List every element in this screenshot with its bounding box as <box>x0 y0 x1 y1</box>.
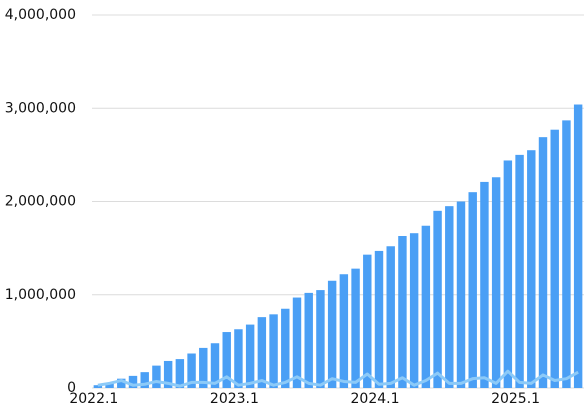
x-tick-label: 2023.1 <box>210 391 259 407</box>
bar <box>480 181 489 388</box>
bar <box>292 297 302 388</box>
bar <box>234 329 243 388</box>
bar <box>527 150 536 388</box>
bar <box>433 210 442 388</box>
x-tick-label: 2022.1 <box>69 391 118 407</box>
y-tick-label: 2,000,000 <box>5 194 76 210</box>
bar <box>245 324 255 388</box>
bar <box>374 250 384 388</box>
bar <box>351 268 360 388</box>
y-tick-label: 3,000,000 <box>5 100 76 116</box>
bar <box>562 120 571 388</box>
bar <box>281 308 290 388</box>
bar <box>538 137 548 388</box>
bar <box>491 177 501 388</box>
bar <box>222 332 231 388</box>
x-tick-label: 2025.1 <box>491 391 540 407</box>
bar <box>304 292 313 388</box>
bar <box>386 246 395 388</box>
bar <box>175 359 185 388</box>
bar <box>503 160 513 388</box>
bar <box>456 201 466 388</box>
y-tick-label: 4,000,000 <box>5 7 76 23</box>
bar <box>316 290 325 388</box>
bar <box>550 129 559 388</box>
bar <box>269 314 278 388</box>
bar <box>363 254 372 388</box>
bar <box>187 353 196 388</box>
bar <box>409 233 419 388</box>
line <box>97 369 579 388</box>
bar <box>93 385 103 388</box>
bar <box>105 383 114 388</box>
bar <box>515 154 524 388</box>
bar <box>257 317 267 388</box>
y-tick-label: 0 <box>67 380 76 396</box>
bar <box>445 206 454 388</box>
bar <box>210 343 220 388</box>
bar <box>140 372 149 388</box>
bar <box>199 347 208 388</box>
bar <box>163 360 173 388</box>
bar <box>152 365 161 388</box>
bar <box>339 274 349 388</box>
bar <box>421 225 431 388</box>
bar <box>468 192 477 388</box>
bar <box>128 375 138 388</box>
bar <box>117 378 126 388</box>
bar <box>573 104 583 389</box>
y-tick-label: 1,000,000 <box>5 287 76 303</box>
x-tick-label: 2024.1 <box>351 391 400 407</box>
bar <box>398 236 407 388</box>
bar <box>327 280 337 388</box>
